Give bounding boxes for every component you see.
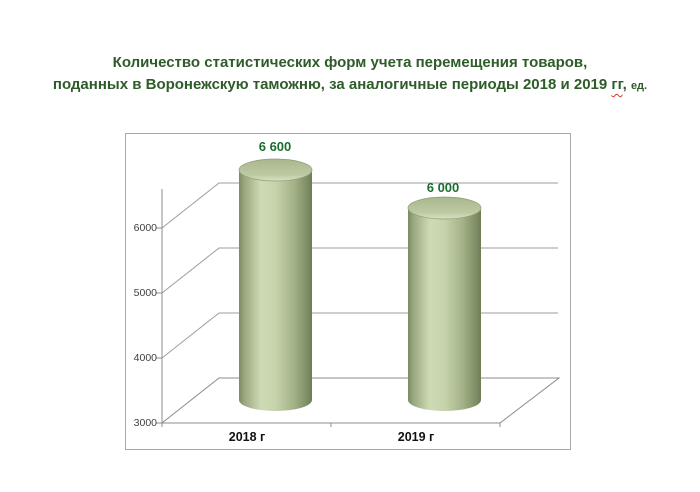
gridline-4000 [161, 312, 558, 359]
cylinder-2018-body [239, 170, 312, 400]
category-label-2018: 2018 г [228, 430, 266, 444]
cylinder-2018-top-cap [238, 158, 313, 182]
misspelled-word: гг [611, 76, 623, 93]
y-axis [156, 189, 163, 427]
units-label: ед. [630, 80, 648, 92]
data-label-2019: 6 000 [426, 180, 460, 195]
ytick-label-6000: 6000 [133, 222, 157, 234]
cylinder-2019-body [408, 208, 481, 400]
gridline-6000 [161, 182, 558, 229]
title-line-2: поданных в Воронежскую таможню, за анало… [0, 74, 700, 97]
ytick-label-3000: 3000 [133, 417, 157, 429]
ytick-label-4000: 4000 [133, 352, 157, 364]
gridlines [161, 182, 558, 359]
title-line-1: Количество статистических форм учета пер… [112, 54, 588, 71]
ytick-label-5000: 5000 [133, 287, 157, 299]
gridline-5000 [161, 247, 558, 294]
chart-floor [160, 377, 561, 424]
title-line-2-text: поданных в Воронежскую таможню, за анало… [52, 76, 612, 93]
chart-canvas [156, 158, 561, 427]
x-axis-ticks [330, 423, 501, 427]
cylinder-2019 [407, 196, 482, 411]
data-label-2018: 6 600 [258, 139, 292, 154]
chart-title: Количество статистических форм учета пер… [0, 52, 700, 97]
cylinder-2019-top-cap [407, 196, 482, 220]
chart-frame: 6 600 6 000 6000 5000 4000 3000 2018 г 2… [125, 133, 571, 450]
title-comma: , [622, 76, 631, 93]
category-label-2019: 2019 г [397, 430, 435, 444]
cylinder-2018 [238, 158, 313, 411]
